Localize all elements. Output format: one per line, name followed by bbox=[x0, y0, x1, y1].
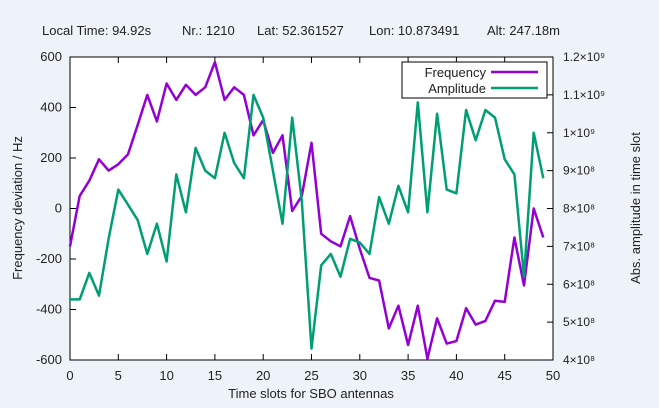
latitude-readout: Lat: 52.361527 bbox=[257, 23, 344, 38]
y2-tick-label: 8×10⁸ bbox=[563, 202, 595, 216]
y2-tick-label: 4×10⁸ bbox=[563, 353, 595, 367]
x-axis-label: Time slots for SBO antennas bbox=[228, 386, 394, 401]
y2-axis-label: Abs. amplitude in time slot bbox=[628, 132, 643, 284]
y2-tick-label: 7×10⁸ bbox=[563, 239, 595, 253]
y2-tick-label: 1.2×10⁹ bbox=[563, 50, 605, 64]
y-tick-label: -600 bbox=[36, 352, 62, 367]
local-time-readout: Local Time: 94.92s bbox=[42, 23, 152, 38]
axis-ticks: 0 5 10 15 20 25 30 35 40 45 50 -600 -400 -200 0 200 400 6… bbox=[36, 49, 605, 383]
series-line-amplitude bbox=[70, 93, 545, 350]
legend-box bbox=[401, 61, 548, 99]
longitude-readout: Lon: 10.873491 bbox=[369, 23, 459, 38]
altitude-readout: Alt: 247.18m bbox=[487, 23, 560, 38]
x-tick-label: 15 bbox=[208, 368, 222, 383]
x-tick-label: 45 bbox=[497, 368, 511, 383]
x-tick-label: 10 bbox=[159, 368, 173, 383]
y2-tick-label: 5×10⁸ bbox=[563, 315, 595, 329]
x-tick-label: 30 bbox=[353, 368, 367, 383]
x-tick-label: 35 bbox=[401, 368, 415, 383]
legend-label-frequency: Frequency bbox=[425, 65, 487, 80]
legend: Frequency Amplitude bbox=[401, 61, 548, 99]
y-tick-label: -200 bbox=[36, 251, 62, 266]
x-tick-label: 25 bbox=[304, 368, 318, 383]
legend-label-amplitude: Amplitude bbox=[428, 81, 486, 96]
y2-tick-label: 6×10⁸ bbox=[563, 277, 595, 291]
x-tick-label: 50 bbox=[546, 368, 560, 383]
y-tick-label: 400 bbox=[40, 100, 62, 115]
x-tick-label: 0 bbox=[66, 368, 73, 383]
x-tick-label: 20 bbox=[256, 368, 270, 383]
x-tick-label: 5 bbox=[115, 368, 122, 383]
y2-tick-label: 1.1×10⁹ bbox=[563, 88, 605, 102]
x-tick-label: 40 bbox=[449, 368, 463, 383]
series-group bbox=[68, 60, 545, 360]
y-axis-label: Frequency deviation / Hz bbox=[10, 136, 25, 280]
y-tick-label: 0 bbox=[55, 201, 62, 216]
y2-tick-label: 9×10⁸ bbox=[563, 164, 595, 178]
plot-area bbox=[69, 56, 554, 361]
record-number-readout: Nr.: 1210 bbox=[182, 23, 235, 38]
y2-tick-label: 1×10⁹ bbox=[563, 126, 595, 140]
y-tick-label: 200 bbox=[40, 150, 62, 165]
y-tick-label: -400 bbox=[36, 302, 62, 317]
y-tick-label: 600 bbox=[40, 49, 62, 64]
series-line-frequency bbox=[68, 60, 545, 360]
